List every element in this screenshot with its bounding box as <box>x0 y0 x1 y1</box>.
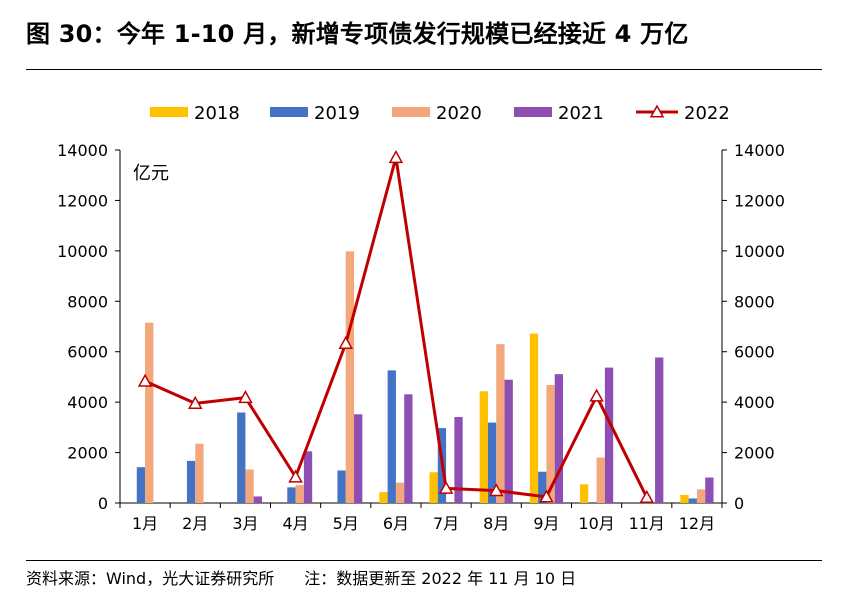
note-text: 注：数据更新至 2022 年 11 月 10 日 <box>304 569 577 588</box>
bar-2021-4 <box>303 451 313 503</box>
y-tick-label-left: 0 <box>98 494 108 513</box>
x-tick-label: 8月 <box>483 514 509 533</box>
bar-2019-9 <box>538 471 547 503</box>
bar-2020-3 <box>245 469 254 503</box>
point-2022-1 <box>137 373 153 387</box>
bar-2019-8 <box>487 422 497 503</box>
line-2022 <box>144 156 649 499</box>
y-tick-label-right: 14000 <box>734 141 785 160</box>
legend: 2018 2019 2020 2021 2022 <box>150 103 730 124</box>
x-tick-label: 3月 <box>232 514 258 533</box>
point-2022-3 <box>238 390 253 404</box>
bar-2021-11 <box>655 357 664 503</box>
point-2022-8 <box>488 483 504 497</box>
point-2022-11 <box>639 489 655 504</box>
point-2022-5 <box>338 335 354 349</box>
bar-2018-12 <box>680 494 689 503</box>
bar-2018-9 <box>529 333 539 503</box>
y-tick-label-right: 12000 <box>734 191 785 210</box>
footer-divider <box>26 560 822 561</box>
bar-2018-7 <box>429 472 438 503</box>
legend-label-2021: 2021 <box>558 103 604 124</box>
source-text: 资料来源：Wind，光大证券研究所 <box>26 569 275 588</box>
bars <box>136 251 714 503</box>
point-2022-4 <box>288 469 303 483</box>
legend-marker-2022 <box>649 104 665 118</box>
bar-2021-6 <box>404 394 413 503</box>
unit-label: 亿元 <box>133 163 169 184</box>
y-tick-label-left: 8000 <box>67 292 108 311</box>
bar-2018-10 <box>579 484 589 503</box>
bar-2019-6 <box>387 370 396 503</box>
title-divider <box>26 69 822 70</box>
y-tick-label-right: 6000 <box>734 343 775 362</box>
bar-2019-4 <box>287 487 296 503</box>
y-tick-label-left: 6000 <box>67 343 108 362</box>
legend-swatch-2018 <box>150 107 188 117</box>
x-tick-label: 1月 <box>132 514 158 533</box>
x-tick-label: 7月 <box>433 514 459 533</box>
x-tick-label: 10月 <box>578 514 614 533</box>
bar-2019-12 <box>688 498 697 503</box>
chart: 2018 2019 2020 2021 2022 0 0 2000 2000 4000 4000 6… <box>57 103 785 533</box>
y-tick-label-right: 4000 <box>734 393 775 412</box>
bar-2020-12 <box>696 489 706 503</box>
axes: 0 0 2000 2000 4000 4000 6000 6000 8000 8000 10000 1… <box>57 141 785 533</box>
legend-label-2020: 2020 <box>436 103 482 124</box>
x-tick-label: 2月 <box>182 514 208 533</box>
bar-2021-9 <box>554 374 564 503</box>
bar-2021-10 <box>604 367 614 503</box>
y-tick-label-left: 12000 <box>57 191 108 210</box>
y-tick-label-right: 0 <box>734 494 744 513</box>
x-tick-label: 4月 <box>282 514 308 533</box>
y-tick-label-left: 14000 <box>57 141 108 160</box>
bar-2021-7 <box>454 417 463 503</box>
bar-2020-8 <box>496 344 505 503</box>
y-tick-label-right: 8000 <box>734 292 775 311</box>
bar-2021-12 <box>705 477 714 503</box>
x-tick-label: 6月 <box>383 514 409 533</box>
legend-label-2022: 2022 <box>684 103 730 124</box>
x-tick-label: 9月 <box>533 514 559 533</box>
bar-2020-10 <box>596 457 605 503</box>
bar-2019-1 <box>136 467 146 503</box>
bar-2019-5 <box>337 470 346 503</box>
legend-swatch-2021 <box>514 107 552 117</box>
bar-2018-8 <box>479 391 488 503</box>
point-2022-10 <box>589 388 604 402</box>
x-tick-label: 5月 <box>333 514 359 533</box>
point-2022-7 <box>438 480 454 494</box>
line-series <box>137 150 655 504</box>
x-tick-label: 11月 <box>629 514 665 533</box>
legend-label-2018: 2018 <box>194 103 240 124</box>
bar-2019-3 <box>237 412 246 503</box>
y-tick-label-right: 10000 <box>734 242 785 261</box>
y-tick-label-left: 10000 <box>57 242 108 261</box>
bar-2020-5 <box>345 251 355 503</box>
bar-2020-4 <box>295 485 304 503</box>
legend-swatch-2019 <box>270 107 308 117</box>
legend-label-2019: 2019 <box>314 103 360 124</box>
point-2022-9 <box>539 489 554 503</box>
y-tick-label-left: 4000 <box>67 393 108 412</box>
bar-2019-2 <box>186 460 196 503</box>
point-2022-6 <box>388 150 404 164</box>
page-title: 图 30：今年 1-10 月，新增专项债发行规模已经接近 4 万亿 <box>26 20 689 48</box>
footer: 资料来源：Wind，光大证券研究所 注：数据更新至 2022 年 11 月 10 … <box>26 565 576 589</box>
bar-2021-3 <box>253 496 263 503</box>
legend-swatch-2020 <box>392 107 430 117</box>
y-tick-label-right: 2000 <box>734 444 775 463</box>
y-tick-label-left: 2000 <box>67 444 108 463</box>
bar-2018-6 <box>379 492 388 503</box>
bar-2021-8 <box>504 379 513 503</box>
bar-2021-5 <box>354 414 363 503</box>
bar-2020-2 <box>195 443 204 503</box>
bar-2020-6 <box>395 482 405 503</box>
bar-2020-1 <box>145 322 154 503</box>
bar-2020-9 <box>546 385 555 503</box>
x-tick-label: 12月 <box>679 514 715 533</box>
point-2022-2 <box>187 395 203 409</box>
